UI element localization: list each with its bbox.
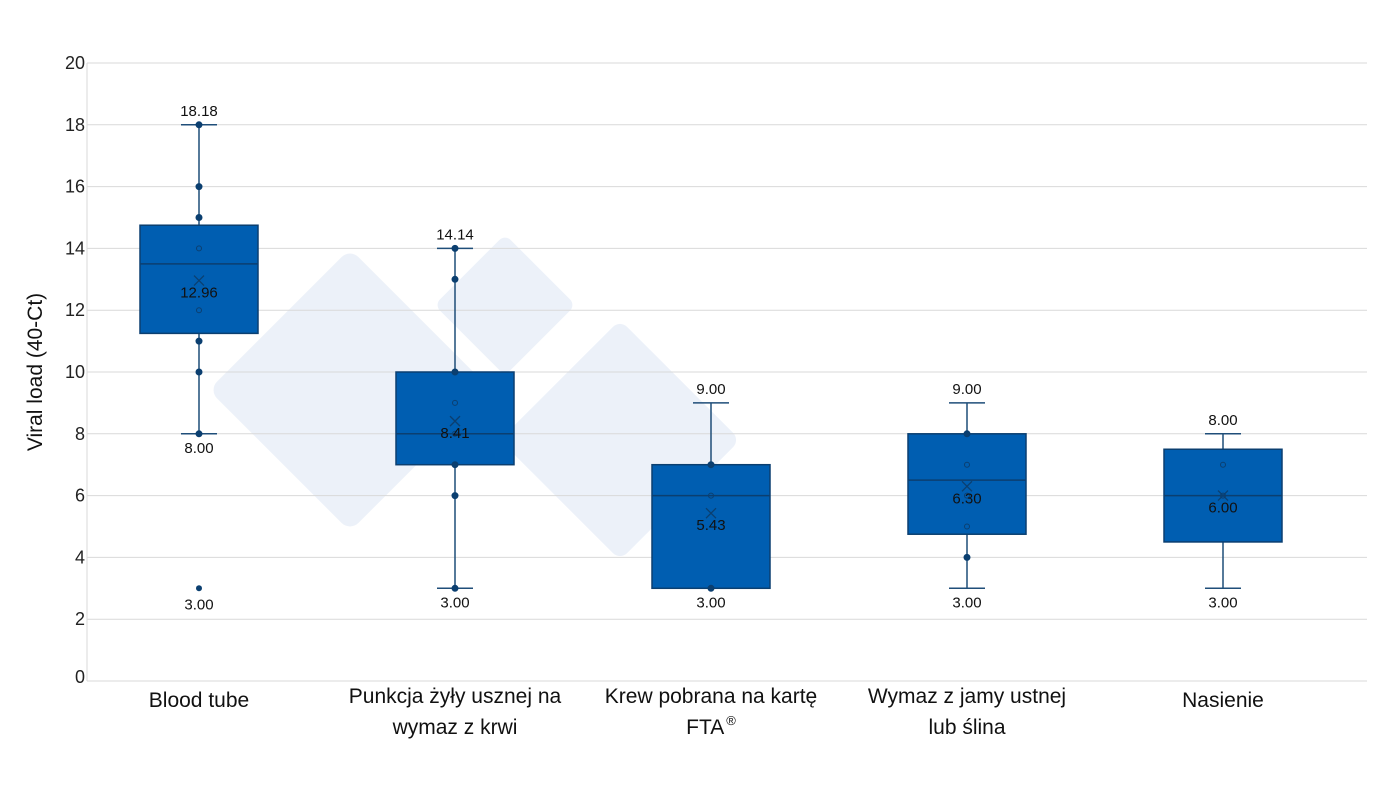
registered-mark: ® bbox=[726, 713, 736, 728]
mean-label: 12.96 bbox=[180, 285, 218, 302]
data-point bbox=[963, 430, 971, 438]
x-category-line: lub ślina bbox=[928, 716, 1005, 739]
max-label: 9.00 bbox=[696, 381, 725, 398]
x-category-line: Nasienie bbox=[1182, 689, 1264, 712]
data-point bbox=[708, 492, 714, 499]
mean-marker bbox=[705, 507, 717, 519]
data-point bbox=[195, 183, 203, 191]
gridlines bbox=[86, 62, 1367, 682]
y-tick-label: 14 bbox=[65, 238, 85, 258]
y-tick-label: 12 bbox=[65, 300, 85, 320]
box-group: 6.30 9.00 3.00 bbox=[907, 381, 1027, 611]
mean-label: 8.41 bbox=[440, 425, 469, 442]
box bbox=[907, 433, 1027, 535]
mean-marker bbox=[1217, 490, 1229, 502]
mean-marker bbox=[449, 415, 461, 427]
box-group: 8.41 14.14 3.00 bbox=[395, 226, 515, 611]
y-tick-label: 10 bbox=[65, 362, 85, 382]
data-point bbox=[964, 461, 970, 468]
x-category-line: Wymaz z jamy ustnej bbox=[868, 685, 1066, 708]
x-category-line: Blood tube bbox=[149, 689, 249, 712]
box bbox=[651, 463, 771, 590]
max-label: 18.18 bbox=[180, 103, 218, 120]
max-label: 14.14 bbox=[436, 226, 474, 243]
min-label: 8.00 bbox=[184, 440, 213, 457]
y-axis: 0 2 4 6 8 10 12 14 16 18 20 bbox=[65, 53, 85, 687]
x-category-line: Krew pobrana na kartę bbox=[605, 685, 817, 708]
x-category-line: Punkcja żyły usznej na bbox=[349, 685, 562, 708]
data-point bbox=[196, 307, 202, 314]
data-point bbox=[451, 461, 459, 469]
outlier-label: 3.00 bbox=[184, 596, 213, 613]
min-label: 3.00 bbox=[696, 594, 725, 611]
y-tick-label: 20 bbox=[65, 53, 85, 73]
x-category-label: Krew pobrana na kartę FTA ® bbox=[605, 685, 817, 739]
y-tick-label: 8 bbox=[75, 424, 85, 444]
data-point bbox=[451, 244, 459, 252]
data-point bbox=[964, 523, 970, 530]
data-point bbox=[452, 430, 458, 437]
data-point bbox=[964, 492, 970, 499]
x-category-line: wymaz z krwi bbox=[392, 716, 518, 739]
data-point bbox=[451, 584, 459, 592]
box bbox=[395, 371, 515, 466]
x-axis-categories: Blood tube Punkcja żyły usznej na wymaz z … bbox=[149, 685, 1264, 739]
y-tick-label: 2 bbox=[75, 609, 85, 629]
max-label: 8.00 bbox=[1208, 412, 1237, 429]
x-category-label: Nasienie bbox=[1182, 689, 1264, 712]
mean-marker bbox=[193, 275, 205, 286]
y-tick-label: 18 bbox=[65, 115, 85, 135]
mean-label: 5.43 bbox=[696, 517, 725, 534]
x-category-line: FTA bbox=[686, 716, 724, 739]
boxes: 12.96 18.18 8.00 3.00 8.41 14.14 3.00 5.43 9.00 3… bbox=[139, 103, 1283, 613]
min-label: 3.00 bbox=[952, 594, 981, 611]
data-point bbox=[195, 337, 203, 345]
data-point bbox=[195, 368, 203, 376]
x-category-label: Wymaz z jamy ustnej lub ślina bbox=[868, 685, 1066, 739]
data-point bbox=[195, 214, 203, 221]
mean-marker bbox=[961, 480, 973, 492]
data-point bbox=[451, 275, 459, 283]
max-label: 9.00 bbox=[952, 381, 981, 398]
box-group: 6.00 8.00 3.00 bbox=[1163, 412, 1283, 611]
x-category-label: Blood tube bbox=[149, 689, 249, 712]
y-axis-label: Viral load (40-Ct) bbox=[24, 293, 47, 451]
box-group: 12.96 18.18 8.00 3.00 bbox=[139, 103, 259, 613]
y-tick-label: 0 bbox=[75, 667, 85, 687]
data-point bbox=[196, 245, 202, 252]
box bbox=[139, 224, 259, 335]
y-tick-label: 4 bbox=[75, 547, 85, 567]
min-label: 3.00 bbox=[1208, 594, 1237, 611]
watermark-logo bbox=[213, 237, 737, 557]
data-point bbox=[451, 492, 459, 500]
data-point bbox=[452, 399, 458, 406]
box-group: 5.43 9.00 3.00 bbox=[651, 381, 771, 611]
min-label: 3.00 bbox=[440, 594, 469, 611]
data-point bbox=[1220, 492, 1226, 499]
outlier-point bbox=[196, 585, 202, 592]
y-tick-label: 6 bbox=[75, 486, 85, 506]
data-point bbox=[707, 584, 715, 592]
data-point bbox=[963, 553, 971, 561]
mean-label: 6.00 bbox=[1208, 500, 1237, 517]
data-point bbox=[195, 121, 203, 129]
x-category-label: Punkcja żyły usznej na wymaz z krwi bbox=[349, 685, 562, 739]
data-point bbox=[451, 368, 459, 376]
data-point bbox=[195, 430, 203, 438]
data-point bbox=[1220, 461, 1226, 468]
data-point bbox=[707, 461, 715, 469]
mean-label: 6.30 bbox=[952, 490, 981, 507]
y-tick-label: 16 bbox=[65, 177, 85, 197]
